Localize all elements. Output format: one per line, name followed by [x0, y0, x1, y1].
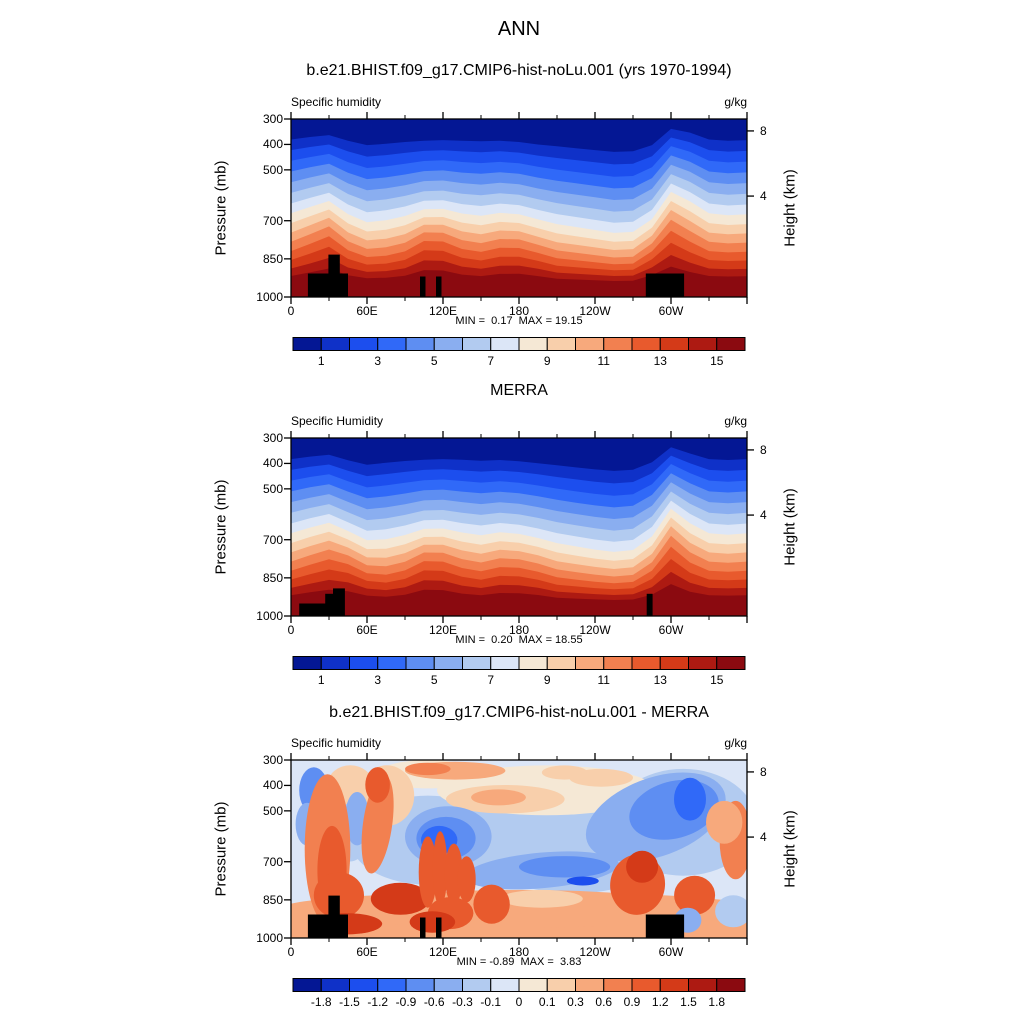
figure-title: ANN	[497, 18, 541, 40]
contour-plot	[284, 753, 754, 945]
contour-plot	[284, 112, 754, 304]
colorbar-tick-label: 15	[710, 354, 724, 368]
contour-plot	[284, 431, 754, 623]
x-tick-label: 180	[508, 304, 530, 318]
colorbar-tick-label: 1.8	[708, 995, 726, 1009]
units-label: g/kg	[724, 414, 747, 428]
min-max-stats: MIN = -0.89 MAX = 3.83	[456, 956, 582, 968]
x-tick-label: 120E	[428, 304, 458, 318]
field-label: Specific Humidity	[291, 414, 384, 428]
colorbar-tick-label: 5	[430, 354, 438, 368]
field-label: Specific humidity	[291, 95, 382, 109]
colorbar-tick-label: 7	[487, 354, 495, 368]
colorbar-tick-label: 11	[597, 354, 610, 368]
y-tick-label: 700	[262, 532, 283, 547]
colorbar-tick-label: -1.8	[310, 995, 332, 1009]
colorbar-tick-label: 1.2	[651, 995, 669, 1009]
colorbar-tick-label: -1.2	[367, 995, 389, 1009]
colorbar-tick-label: 0.1	[538, 995, 556, 1009]
y-axis-title: Pressure (mb)	[212, 801, 230, 897]
y-tick-label: 500	[262, 481, 283, 496]
colorbar-tick-label: 0.6	[595, 995, 613, 1009]
colorbar	[292, 337, 746, 351]
y-tick-label: 1000	[256, 290, 283, 304]
y2-axis-title: Height (km)	[781, 810, 799, 888]
colorbar-tick-label: 0.9	[623, 995, 641, 1009]
y-tick-label: 400	[262, 137, 283, 152]
x-tick-label: 120E	[428, 945, 458, 959]
colorbar-tick-label: 0.3	[567, 995, 584, 1009]
colorbar-tick-label: 9	[543, 354, 551, 368]
y-tick-label: 300	[262, 753, 283, 767]
y-tick-label: 500	[262, 803, 283, 818]
x-tick-label: 0	[287, 623, 295, 637]
units-label: g/kg	[724, 736, 747, 750]
colorbar-tick-label: 3	[374, 673, 382, 687]
colorbar-tick-label: 1	[317, 673, 325, 687]
y2-tick-label: 4	[760, 830, 767, 845]
colorbar-tick-label: 3	[374, 354, 382, 368]
colorbar	[292, 978, 746, 992]
x-tick-label: 60E	[356, 623, 378, 637]
colorbar-tick-label: 13	[653, 673, 667, 687]
colorbar	[292, 656, 746, 670]
units-label: g/kg	[724, 95, 747, 109]
y-tick-label: 850	[262, 892, 283, 907]
x-tick-label: 120W	[579, 304, 611, 318]
y-tick-label: 850	[262, 251, 283, 266]
y2-tick-label: 8	[760, 123, 767, 138]
x-tick-label: 120W	[579, 623, 611, 637]
y2-tick-label: 4	[760, 189, 767, 204]
x-tick-label: 60E	[356, 945, 378, 959]
y-tick-label: 850	[262, 570, 283, 585]
x-tick-label: 180	[508, 623, 530, 637]
field-label: Specific humidity	[291, 736, 382, 750]
colorbar-tick-label: -0.3	[452, 995, 473, 1009]
panel-title: b.e21.BHIST.f09_g17.CMIP6-hist-noLu.001 …	[306, 62, 732, 79]
colorbar-tick-label: 9	[543, 673, 551, 687]
colorbar-tick-label: 15	[710, 673, 724, 687]
colorbar-tick-label: -1.5	[339, 995, 360, 1009]
y-tick-label: 700	[262, 854, 283, 869]
colorbar-tick-label: -0.9	[395, 995, 417, 1009]
colorbar-tick-label: 7	[487, 673, 495, 687]
x-tick-label: 120W	[579, 945, 611, 959]
x-tick-label: 60W	[658, 945, 684, 959]
y-tick-label: 1000	[256, 931, 283, 945]
x-tick-label: 180	[508, 945, 530, 959]
y2-tick-label: 8	[760, 442, 767, 457]
colorbar-tick-label: 11	[597, 673, 610, 687]
colorbar-tick-label: 1.5	[680, 995, 697, 1009]
x-tick-label: 0	[287, 945, 295, 959]
colorbar-tick-label: 13	[653, 354, 667, 368]
x-tick-label: 0	[287, 304, 295, 318]
y-tick-label: 400	[262, 778, 283, 793]
y-tick-label: 400	[262, 456, 283, 471]
y-tick-label: 500	[262, 162, 283, 177]
x-tick-label: 60E	[356, 304, 378, 318]
colorbar-tick-label: 0	[515, 995, 523, 1009]
y-tick-label: 300	[262, 431, 283, 445]
panel-title: MERRA	[490, 382, 548, 399]
panel-title: b.e21.BHIST.f09_g17.CMIP6-hist-noLu.001 …	[329, 704, 709, 721]
y-tick-label: 700	[262, 213, 283, 228]
min-max-stats: MIN = 0.20 MAX = 18.55	[455, 634, 583, 646]
x-tick-label: 120E	[428, 623, 458, 637]
x-tick-label: 60W	[658, 304, 684, 318]
y2-tick-label: 4	[760, 508, 767, 523]
y-tick-label: 1000	[256, 609, 283, 623]
y2-tick-label: 8	[760, 764, 767, 779]
y-tick-label: 300	[262, 112, 283, 126]
colorbar-tick-label: -0.6	[423, 995, 445, 1009]
x-tick-label: 60W	[658, 623, 684, 637]
colorbar-tick-label: 5	[430, 673, 438, 687]
colorbar-tick-label: 1	[317, 354, 325, 368]
min-max-stats: MIN = 0.17 MAX = 19.15	[455, 315, 583, 327]
colorbar-tick-label: -0.1	[480, 995, 502, 1009]
